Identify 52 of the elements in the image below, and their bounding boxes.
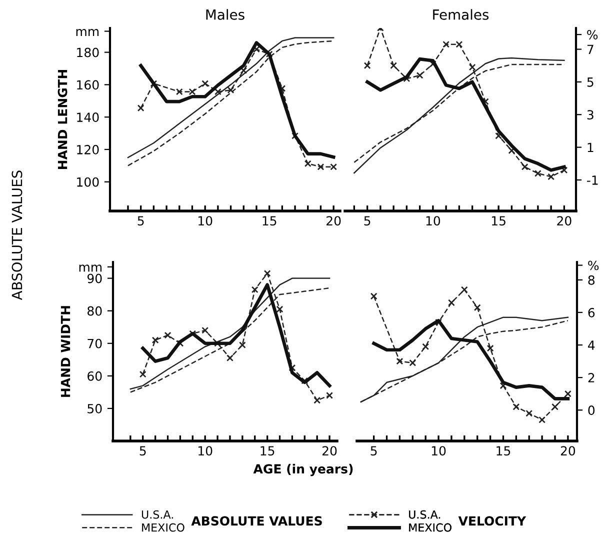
chart-title: Males [206,9,244,20]
x-tick-label: 10 [426,216,440,226]
y2-tick-label: % [588,260,599,270]
x-tick-label: 10 [432,446,446,456]
y-tick-label: 180 [77,48,99,58]
text: VELOCITY [458,516,526,526]
legend-label: MEXICO [409,523,452,532]
y2-tick-label: % [587,30,598,40]
y-tick-label: 50 [88,404,102,414]
y-tick-label: 100 [77,177,99,187]
y2-tick-label: 6 [588,308,595,318]
y-tick-label: 140 [77,112,99,122]
x-tick-label: 20 [322,446,337,456]
text: ABSOLUTE VALUES [191,516,322,526]
x-tick-label: 5 [370,446,377,456]
y-tick-label: 90 [87,274,102,284]
y-tick-label: mm [79,264,102,272]
x-tick-label: 5 [364,216,370,226]
x-tick-label: 20 [560,446,576,456]
y-tick-label: 70 [88,338,102,348]
y2-tick-label: 4 [588,340,595,350]
x-tick-label: 15 [262,216,276,226]
x-tick-label: 5 [140,446,146,456]
x-tick-label: 5 [138,216,144,226]
y2-tick-label: 3 [587,110,594,120]
legend-label: MEXICO [142,523,184,532]
y-tick-label: 120 [77,144,99,154]
y-axis-title: HAND WIDTH [60,306,70,397]
x-axis-title: AGE (in years) [253,464,353,476]
x-tick-label: 20 [557,216,572,226]
y-tick-label: mm [76,28,99,36]
chart-title: Females [433,9,489,20]
y2-tick-label: 5 [587,78,594,87]
x-tick-label: 20 [326,216,341,226]
y2-tick-label: 7 [587,44,594,54]
y-tick-label: 60 [88,371,102,381]
y2-tick-label: 2 [588,373,594,382]
y2-tick-label: 0 [588,406,595,416]
x-tick-label: 10 [198,216,212,226]
x-tick-label: 15 [260,446,274,456]
x-tick-label: 10 [198,446,212,456]
y2-tick-label: 8 [588,275,595,285]
legend-label: U.S.A. [142,510,173,519]
x-tick-label: 15 [496,446,510,456]
y-axis-title: HAND LENGTH [58,70,68,170]
y-tick-label: 80 [88,306,102,316]
legend-label: U.S.A. [409,510,440,519]
y2-tick-label: 1 [588,142,594,152]
text: ABSOLUTE VALUES [12,170,22,300]
x-tick-label: 15 [492,216,506,226]
y-tick-label: 160 [77,80,99,90]
y2-tick-label: -1 [587,176,598,185]
